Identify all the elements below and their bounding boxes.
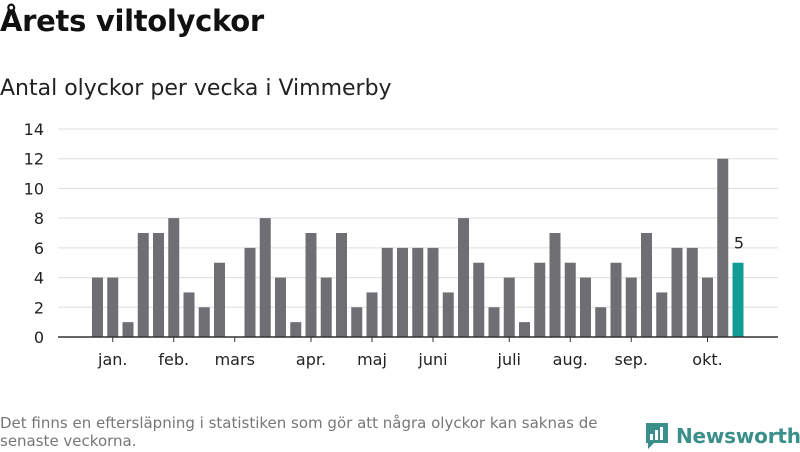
bar xyxy=(214,262,225,337)
data-label: 5 xyxy=(734,234,744,253)
bar xyxy=(610,262,622,337)
bar xyxy=(671,247,683,337)
y-tick-label: 2 xyxy=(34,298,44,317)
bar xyxy=(534,262,546,337)
bar xyxy=(168,218,180,337)
bar xyxy=(427,247,439,337)
bar xyxy=(686,247,698,337)
bar xyxy=(244,247,256,337)
y-tick-label: 8 xyxy=(34,209,44,228)
x-tick-label: apr. xyxy=(296,350,326,369)
bar xyxy=(366,292,378,337)
bar xyxy=(549,233,561,337)
bar xyxy=(595,307,607,337)
bar xyxy=(442,292,454,337)
bar xyxy=(564,262,576,337)
y-tick-label: 4 xyxy=(34,269,44,288)
x-tick-label: sep. xyxy=(615,350,648,369)
bar xyxy=(656,292,668,337)
bar xyxy=(702,277,713,337)
y-tick-label: 12 xyxy=(24,150,44,169)
chart-subtitle: Antal olyckor per vecka i Vimmerby xyxy=(0,76,392,101)
bar xyxy=(625,277,637,337)
x-tick-label: mars xyxy=(215,350,255,369)
y-tick-label: 6 xyxy=(34,239,44,258)
data-labels: 5 xyxy=(734,234,744,253)
bar xyxy=(259,218,271,337)
bar xyxy=(92,277,103,337)
x-tick-label: juli xyxy=(497,350,521,369)
y-axis-ticks: 0 2 4 6 8 10 12 14 xyxy=(24,120,44,347)
bar xyxy=(305,233,317,337)
chart-title: Årets viltolyckor xyxy=(0,4,264,38)
bar xyxy=(503,277,515,337)
bar xyxy=(290,322,302,337)
bar xyxy=(320,277,332,337)
bar xyxy=(122,322,134,337)
bar xyxy=(412,247,424,337)
bar xyxy=(107,277,119,337)
bar xyxy=(458,218,469,337)
bar xyxy=(732,262,744,337)
x-tick-label: okt. xyxy=(692,350,722,369)
bar xyxy=(473,262,485,337)
bar xyxy=(519,322,530,337)
bar xyxy=(717,158,729,337)
brand-name: Newsworthy xyxy=(676,424,800,448)
x-tick-label: jan. xyxy=(97,350,127,369)
y-tick-label: 10 xyxy=(24,179,44,198)
bar xyxy=(488,307,500,337)
bar xyxy=(381,247,393,337)
newsworthy-logo: Newsworthy xyxy=(644,420,800,452)
bar xyxy=(153,233,164,337)
bar xyxy=(336,233,347,337)
y-tick-label: 0 xyxy=(34,328,44,347)
bar xyxy=(183,292,195,337)
x-tick-label: aug. xyxy=(553,350,588,369)
bar-chart-logo-icon xyxy=(646,423,668,449)
x-tick-label: feb. xyxy=(158,350,189,369)
y-tick-label: 14 xyxy=(24,120,44,139)
bar xyxy=(198,307,210,337)
bar xyxy=(351,307,363,337)
bar xyxy=(275,277,286,337)
footnote: Det finns en eftersläpning i statistiken… xyxy=(0,414,598,450)
x-tick-label: maj xyxy=(357,350,387,369)
bar xyxy=(641,233,652,337)
bar-chart: 0 2 4 6 8 10 12 14 5 jan. feb. mars apr. maj juni jul… xyxy=(24,120,778,369)
bar xyxy=(580,277,591,337)
bar xyxy=(137,233,149,337)
x-tick-label: juni xyxy=(417,350,447,369)
bar xyxy=(397,247,408,337)
bars xyxy=(92,158,744,337)
x-axis-ticks: jan. feb. mars apr. maj juni juli aug. sep. okt. xyxy=(58,336,778,369)
